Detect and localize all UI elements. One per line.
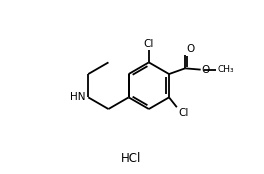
Text: O: O [186, 44, 194, 54]
Text: HN: HN [70, 92, 85, 102]
Text: Cl: Cl [144, 39, 154, 49]
Text: O: O [201, 65, 210, 75]
Text: CH₃: CH₃ [218, 65, 234, 74]
Text: HCl: HCl [121, 152, 141, 165]
Text: Cl: Cl [178, 108, 188, 118]
